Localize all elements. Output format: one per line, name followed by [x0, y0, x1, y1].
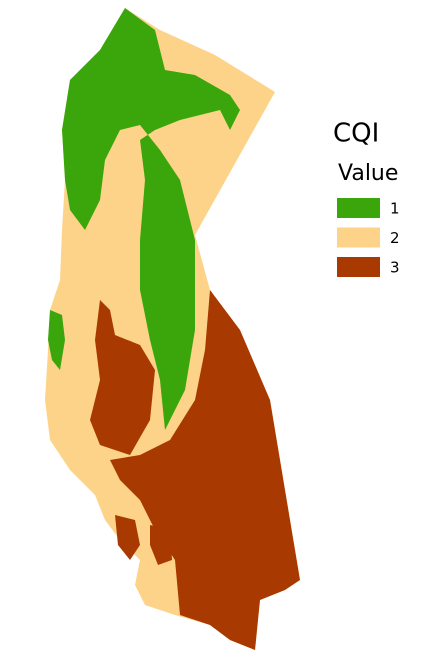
legend-title: CQI [333, 119, 379, 149]
legend-label: 3 [390, 259, 400, 277]
region-class-3 [115, 515, 140, 560]
region-class-1 [62, 8, 240, 430]
region-class-3 [90, 300, 155, 455]
map-regions [45, 8, 300, 650]
legend-label: 2 [390, 229, 400, 247]
legend: 1 2 3 [337, 198, 400, 277]
legend-swatch [337, 198, 380, 218]
legend-subtitle: Value [338, 161, 398, 186]
legend-swatch [337, 257, 380, 277]
region-class-3 [150, 525, 172, 565]
legend-label: 1 [390, 200, 400, 218]
legend-swatch [337, 227, 380, 248]
region-class-1 [48, 310, 65, 370]
region-class-3 [110, 290, 300, 650]
